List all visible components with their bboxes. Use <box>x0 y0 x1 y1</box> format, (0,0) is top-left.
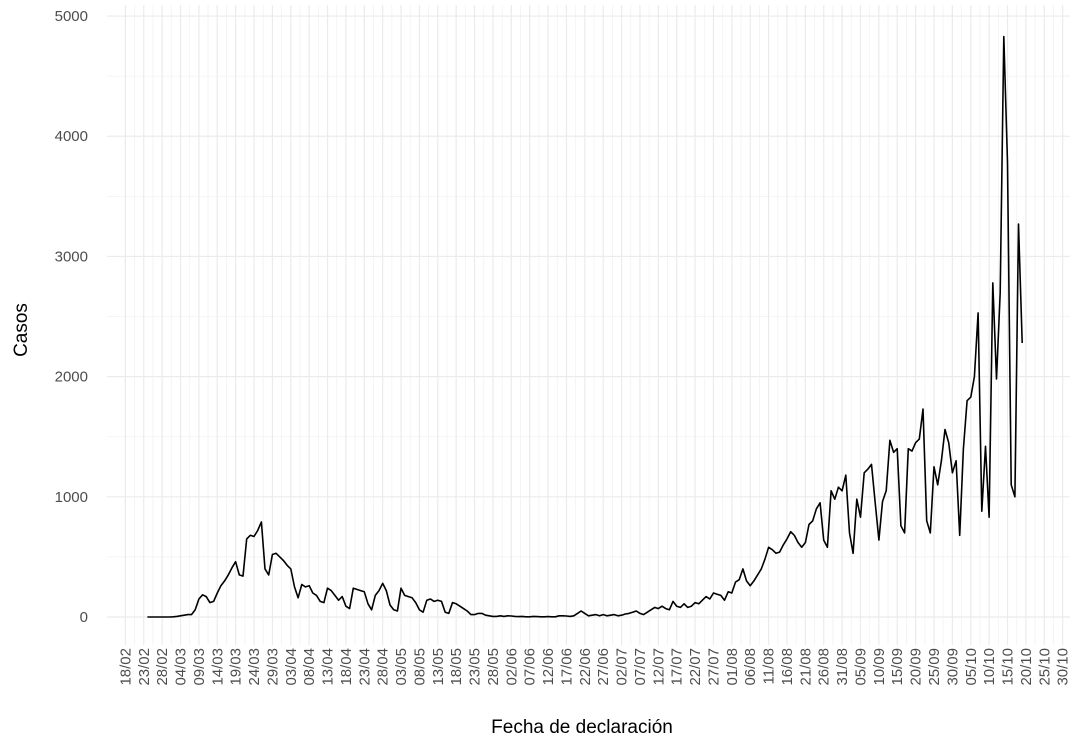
x-tick-label: 05/10 <box>963 648 980 686</box>
x-tick-label: 25/10 <box>1036 648 1053 686</box>
x-axis-label: Fecha de declaración <box>491 717 673 738</box>
x-tick-label: 23/05 <box>467 648 484 686</box>
x-tick-label: 08/04 <box>301 648 318 686</box>
y-tick-label: 3000 <box>55 248 88 265</box>
x-tick-label: 15/09 <box>889 648 906 686</box>
x-tick-label: 18/05 <box>448 648 465 686</box>
x-tick-label: 04/03 <box>173 648 190 686</box>
x-tick-label: 08/05 <box>411 648 428 686</box>
data-line <box>147 35 1023 618</box>
x-tick-label: 16/08 <box>779 648 796 686</box>
y-tick-label: 4000 <box>55 128 88 145</box>
x-tick-label: 21/08 <box>797 648 814 686</box>
y-axis-label: Casos <box>11 303 32 357</box>
x-tick-label: 31/08 <box>834 648 851 686</box>
x-tick-label: 10/09 <box>871 648 888 686</box>
x-tick-label: 19/03 <box>228 648 245 686</box>
y-tick-label: 2000 <box>55 369 88 386</box>
x-tick-label: 24/03 <box>246 648 263 686</box>
x-tick-label: 28/02 <box>154 648 171 686</box>
x-tick-label: 07/07 <box>632 648 649 686</box>
x-tick-label: 23/04 <box>356 648 373 686</box>
x-tick-label: 18/04 <box>338 648 355 686</box>
x-tick-label: 01/08 <box>724 648 741 686</box>
x-tick-label: 10/10 <box>981 648 998 686</box>
x-tick-label: 09/03 <box>191 648 208 686</box>
x-tick-label: 20/09 <box>908 648 925 686</box>
x-tick-label: 17/06 <box>558 648 575 686</box>
y-tick-label: 0 <box>80 609 88 626</box>
x-tick-label: 05/09 <box>852 648 869 686</box>
x-tick-label: 03/04 <box>283 648 300 686</box>
y-tick-label: 5000 <box>55 8 88 25</box>
x-tick-label: 13/04 <box>320 648 337 686</box>
x-tick-label: 30/09 <box>944 648 961 686</box>
x-tick-label: 03/05 <box>393 648 410 686</box>
x-tick-label: 02/07 <box>614 648 631 686</box>
x-tick-label: 11/08 <box>761 648 778 684</box>
x-tick-label: 12/07 <box>650 648 667 686</box>
x-tick-label: 27/07 <box>705 648 722 686</box>
x-tick-label: 22/07 <box>687 648 704 686</box>
x-tick-label: 14/03 <box>209 648 226 686</box>
x-tick-label: 28/04 <box>375 648 392 686</box>
x-tick-label: 06/08 <box>742 648 759 686</box>
x-tick-label: 17/07 <box>669 648 686 686</box>
x-tick-label: 27/06 <box>595 648 612 686</box>
x-tick-label: 07/06 <box>522 648 539 686</box>
x-tick-label: 15/10 <box>1000 648 1017 686</box>
x-tick-label: 18/02 <box>117 648 134 686</box>
x-tick-label: 02/06 <box>503 648 520 686</box>
x-tick-label: 28/05 <box>485 648 502 686</box>
x-tick-label: 20/10 <box>1018 648 1035 686</box>
x-tick-label: 22/06 <box>577 648 594 686</box>
x-tick-label: 26/08 <box>816 648 833 686</box>
x-tick-label: 29/03 <box>264 648 281 686</box>
x-tick-label: 25/09 <box>926 648 943 686</box>
y-tick-label: 1000 <box>55 489 88 506</box>
x-tick-label: 13/05 <box>430 648 447 686</box>
x-tick-label: 12/06 <box>540 648 557 686</box>
x-tick-label: 23/02 <box>136 648 153 686</box>
x-tick-label: 30/10 <box>1055 648 1072 686</box>
